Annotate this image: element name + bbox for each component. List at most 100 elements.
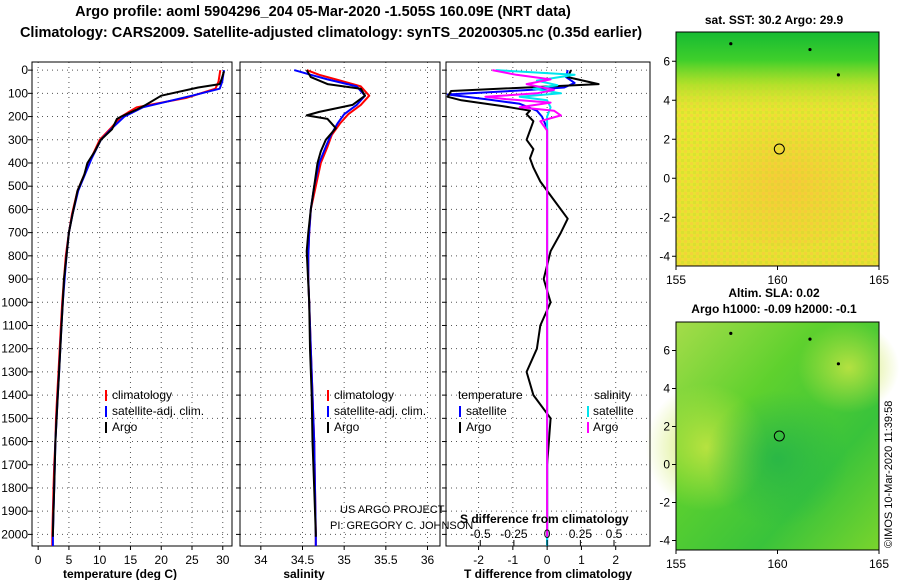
map-y-tick-label: 4 xyxy=(663,382,670,396)
island-dot xyxy=(836,362,841,366)
island-dot xyxy=(808,337,812,341)
legend-label-s: satellite xyxy=(593,404,634,418)
island-dot xyxy=(729,331,733,335)
sla-low-patch xyxy=(706,390,849,528)
legend-label-temperature: Argo xyxy=(112,420,138,434)
map-y-tick-label: 0 xyxy=(663,458,670,472)
depth-tick-label: 300 xyxy=(8,133,28,147)
depth-tick-label: 1600 xyxy=(1,435,28,449)
figure-title-line1: Argo profile: aoml 5904296_204 05-Mar-20… xyxy=(75,4,571,20)
legend-heading-salinity: salinity xyxy=(594,388,631,402)
depth-tick-label: 700 xyxy=(8,226,28,240)
series-difference-t-satellite xyxy=(446,69,576,546)
sst-map-title: sat. SST: 30.2 Argo: 29.9 xyxy=(704,13,844,27)
figure-title-line2: Climatology: CARS2009. Satellite-adjuste… xyxy=(19,25,643,41)
island-dot xyxy=(836,73,841,77)
x-tick-label-salinity: 36 xyxy=(421,553,435,567)
x-tick-label-salinity: 34.5 xyxy=(291,553,315,567)
map-x-tick-label: 155 xyxy=(666,557,686,571)
x-tick-label-difference: 1 xyxy=(578,553,585,567)
secondary-axis-label: S difference from climatology xyxy=(460,512,629,526)
x-tick-label-temperature: 15 xyxy=(124,553,138,567)
credit-text: ©IMOS 10-Mar-2020 11:39:58 xyxy=(883,400,895,548)
depth-tick-label: 1300 xyxy=(1,365,28,379)
legend-label-salinity: Argo xyxy=(334,420,360,434)
secondary-tick-label: 0 xyxy=(544,527,551,541)
legend-label-temperature: satellite-adj. clim. xyxy=(112,404,204,418)
panel-salinity: 34 34.5 35 35.5 36 salinity climatology satelli… xyxy=(236,61,473,580)
legend-label-t: satellite xyxy=(466,404,507,418)
x-tick-label-temperature: 20 xyxy=(155,553,169,567)
legend-heading-temperature: temperature xyxy=(458,388,523,402)
legend-label-s: Argo xyxy=(593,420,619,434)
legend-label-salinity: climatology xyxy=(334,388,394,402)
depth-tick-label: 1400 xyxy=(1,388,28,402)
x-tick-label-difference: 2 xyxy=(612,553,619,567)
series-salinity-argo xyxy=(305,69,366,537)
depth-tick-label: 200 xyxy=(8,110,28,124)
depth-tick-label: 0 xyxy=(21,63,28,77)
panel-difference: -2 -1 0 1 2T difference from climatology temp… xyxy=(442,61,651,580)
legend-label-t: Argo xyxy=(466,420,492,434)
x-tick-label-temperature: 25 xyxy=(185,553,199,567)
map-y-tick-label: -4 xyxy=(659,249,670,263)
series-salinity-climatology xyxy=(306,69,371,546)
island-dot xyxy=(729,42,733,46)
map-y-tick-label: -2 xyxy=(659,496,670,510)
x-tick-label-temperature: 10 xyxy=(93,553,107,567)
map-y-tick-label: 6 xyxy=(663,344,670,358)
depth-tick-label: 1700 xyxy=(1,458,28,472)
x-tick-label-difference: -2 xyxy=(473,553,484,567)
map-x-tick-label: 165 xyxy=(869,273,889,287)
x-tick-label-difference: 0 xyxy=(544,553,551,567)
panel-temperature: 0 5 10 15 20 25 30 temperature (deg C) 0 100 200 30… xyxy=(1,61,233,580)
depth-tick-label: 600 xyxy=(8,202,28,216)
x-axis-label-salinity: salinity xyxy=(283,567,325,580)
island-dot xyxy=(808,47,812,52)
x-axis-label-difference: T difference from climatology xyxy=(464,567,632,580)
map-y-tick-label: 4 xyxy=(663,93,670,107)
map-x-tick-label: 155 xyxy=(666,273,686,287)
depth-tick-label: 1800 xyxy=(1,481,28,495)
map-sla_map: 155 160 165 6 4 2 0 -2 -4 xyxy=(645,321,900,571)
map-x-tick-label: 160 xyxy=(767,273,787,287)
series-temperature-climatology xyxy=(51,69,222,546)
secondary-tick-label: 0.5 xyxy=(606,527,623,541)
map-y-tick-label: 6 xyxy=(663,54,670,68)
sla-map-title-line1: Altim. SLA: 0.02 xyxy=(728,286,820,300)
legend-label-temperature: climatology xyxy=(112,388,172,402)
depth-tick-label: 900 xyxy=(8,272,28,286)
map-x-tick-label: 160 xyxy=(767,557,787,571)
depth-tick-label: 1200 xyxy=(1,342,28,356)
x-tick-label-salinity: 35.5 xyxy=(374,553,398,567)
secondary-tick-label: -0.5 xyxy=(470,527,491,541)
secondary-tick-label: 0.25 xyxy=(569,527,593,541)
argo-position-marker xyxy=(773,143,785,155)
depth-tick-label: 500 xyxy=(8,179,28,193)
plot-frame-salinity xyxy=(239,61,441,547)
depth-tick-label: 1100 xyxy=(2,318,28,332)
argo-position-marker xyxy=(773,430,785,442)
legend-label-salinity: satellite-adj. clim. xyxy=(334,404,426,418)
x-tick-label-salinity: 35 xyxy=(337,553,351,567)
map-sst_map: 155 160 165 6 4 2 0 -2 -4 xyxy=(659,31,889,287)
depth-tick-label: 1900 xyxy=(1,504,28,518)
series-difference-t-argo xyxy=(446,69,600,537)
depth-tick-label: 1500 xyxy=(1,411,28,425)
map-y-tick-label: 0 xyxy=(663,171,670,185)
x-tick-label-temperature: 0 xyxy=(35,553,42,567)
depth-tick-label: 800 xyxy=(8,249,28,263)
x-tick-label-temperature: 5 xyxy=(66,553,73,567)
series-difference-s-argo xyxy=(484,69,562,537)
map-y-tick-label: -2 xyxy=(659,210,670,224)
plot-frame-temperature xyxy=(31,61,233,547)
depth-tick-label: 100 xyxy=(8,86,28,100)
sla-high-patch xyxy=(797,322,900,414)
x-tick-label-temperature: 30 xyxy=(216,553,230,567)
map-y-tick-label: -4 xyxy=(659,534,670,548)
map-y-tick-label: 2 xyxy=(663,420,670,434)
depth-tick-label: 1000 xyxy=(1,295,28,309)
annotation-project: US ARGO PROJECT xyxy=(340,504,445,516)
map-y-tick-label: 2 xyxy=(663,132,670,146)
